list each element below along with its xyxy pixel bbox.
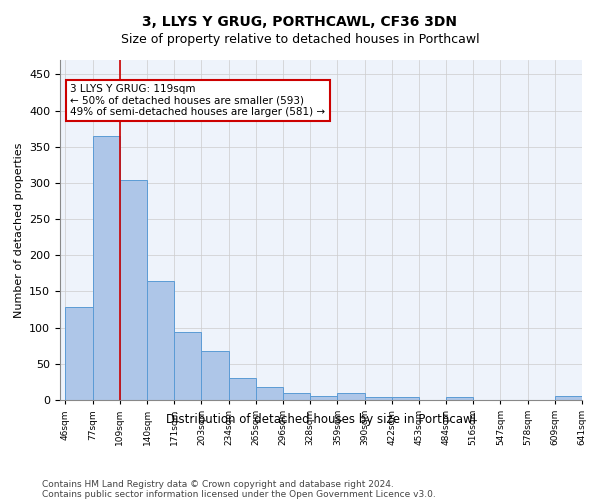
Bar <box>174 332 202 400</box>
Bar <box>202 351 229 400</box>
Bar <box>446 397 473 400</box>
Y-axis label: Number of detached properties: Number of detached properties <box>14 142 23 318</box>
Bar <box>392 397 419 400</box>
Bar <box>337 394 365 400</box>
Bar <box>365 397 392 400</box>
Text: Contains HM Land Registry data © Crown copyright and database right 2024.
Contai: Contains HM Land Registry data © Crown c… <box>42 480 436 500</box>
Bar <box>555 396 582 400</box>
Bar <box>120 180 147 400</box>
Text: 3, LLYS Y GRUG, PORTHCAWL, CF36 3DN: 3, LLYS Y GRUG, PORTHCAWL, CF36 3DN <box>143 15 458 29</box>
Bar <box>92 136 120 400</box>
Text: Size of property relative to detached houses in Porthcawl: Size of property relative to detached ho… <box>121 32 479 46</box>
Bar <box>283 394 310 400</box>
Bar <box>229 378 256 400</box>
Bar <box>256 387 283 400</box>
Bar <box>65 308 92 400</box>
Bar <box>310 396 337 400</box>
Text: 3 LLYS Y GRUG: 119sqm
← 50% of detached houses are smaller (593)
49% of semi-det: 3 LLYS Y GRUG: 119sqm ← 50% of detached … <box>70 84 326 117</box>
Bar <box>147 282 174 400</box>
Text: Distribution of detached houses by size in Porthcawl: Distribution of detached houses by size … <box>166 412 476 426</box>
